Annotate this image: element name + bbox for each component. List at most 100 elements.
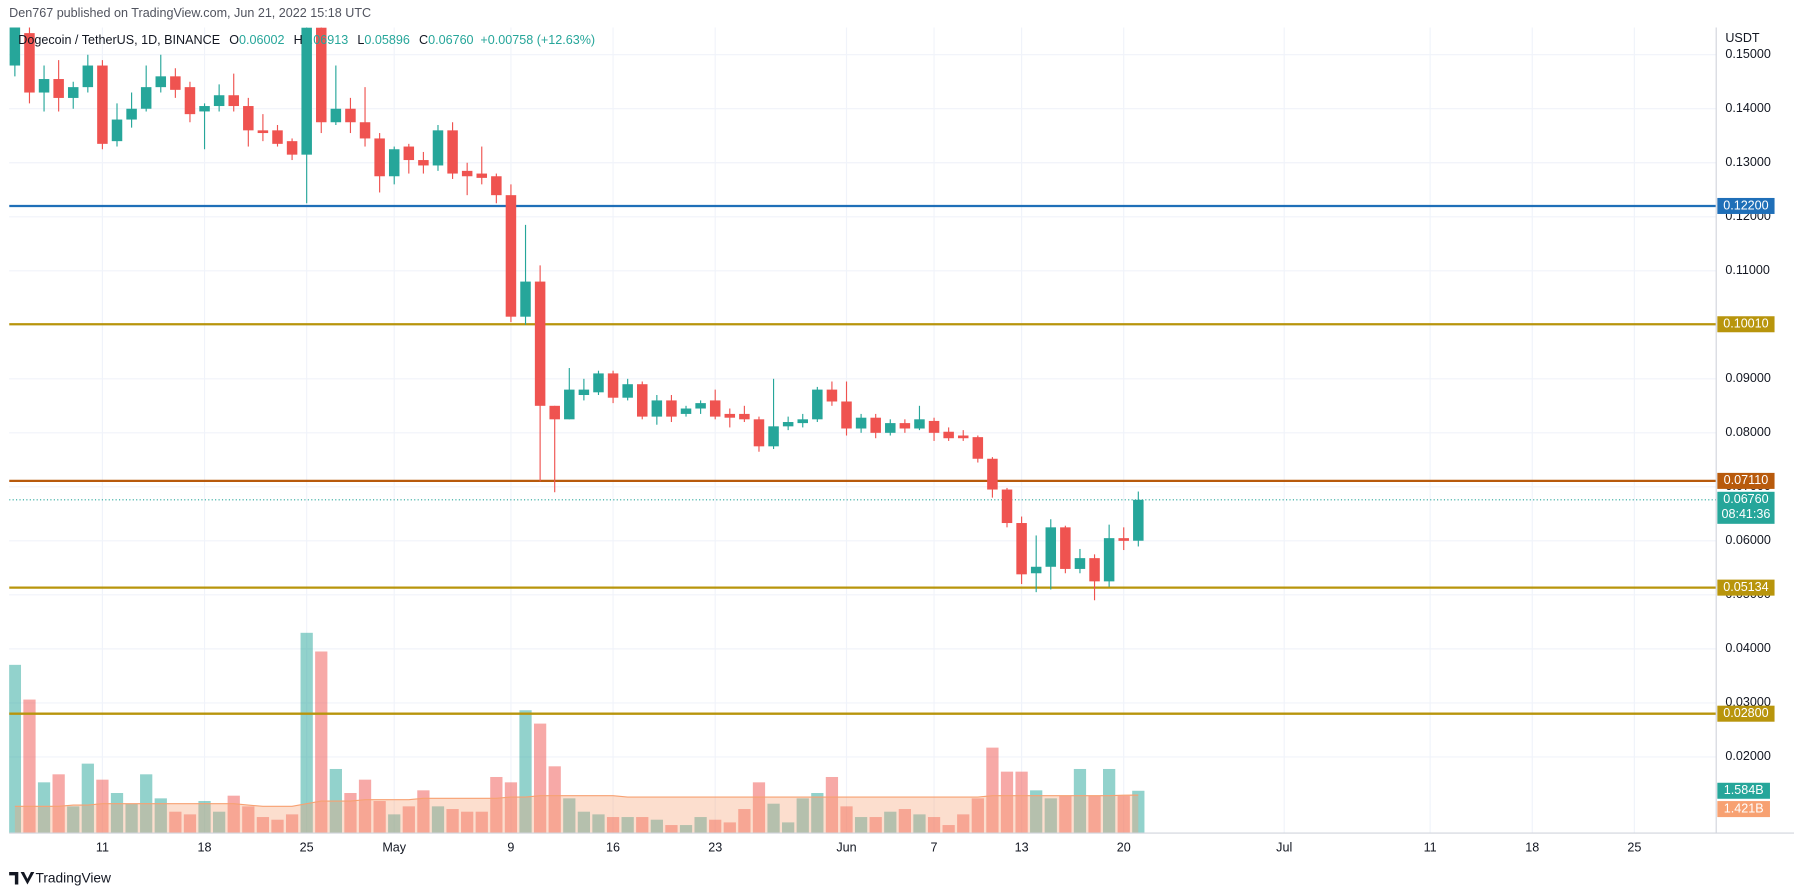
volume-bar: [533, 723, 547, 834]
volume-bar: [957, 814, 970, 834]
candle-body: [388, 149, 400, 177]
level-label-box: [1717, 705, 1775, 722]
y-tick-label: 0.11000: [1725, 263, 1770, 277]
candle-body: [564, 389, 575, 420]
candle-body: [184, 87, 196, 115]
volume-bar: [23, 699, 36, 834]
volume-bar: [636, 817, 649, 834]
candle-body: [1133, 499, 1144, 541]
candle-body: [870, 417, 881, 433]
volume-bar: [285, 814, 299, 834]
volume-bar: [650, 819, 663, 834]
volume-bar: [431, 806, 445, 834]
candle-body: [9, 27, 21, 66]
volume-bar: [665, 825, 678, 834]
volume-bar: [388, 814, 401, 834]
candle-body: [914, 419, 925, 429]
price-axis-panel: [1716, 27, 1794, 852]
candle-body: [228, 95, 239, 107]
volume-bar: [256, 817, 270, 834]
volume-bar: [242, 806, 255, 834]
candle-body: [812, 389, 823, 420]
axis-unit: USDT: [1725, 31, 1760, 45]
candle-body: [578, 389, 590, 396]
candle-body: [140, 87, 152, 109]
candle-body: [301, 27, 312, 155]
candle-body: [987, 458, 998, 490]
x-tick-label: 18: [1525, 840, 1539, 854]
volume-bar: [1000, 771, 1014, 834]
y-tick-label: 0.09000: [1725, 371, 1770, 385]
x-tick-label: 13: [1015, 840, 1029, 854]
candle-body: [316, 27, 327, 123]
candle-body: [447, 130, 458, 174]
volume-bar: [110, 793, 124, 834]
candle-body: [709, 400, 721, 417]
volume-bar: [300, 632, 313, 834]
level-label-box: [1717, 197, 1775, 214]
x-tick-label: 7: [931, 840, 938, 854]
volume-label-box: [1717, 801, 1770, 818]
candle-body: [53, 79, 64, 98]
candle-body: [257, 130, 269, 134]
legend-value: 0.06002: [239, 34, 284, 48]
levels: [9, 204, 1717, 715]
volume-bar: [811, 793, 824, 834]
volume-bar: [577, 811, 591, 834]
level-label: 0.12200: [1723, 198, 1768, 212]
x-tick-label: 18: [198, 840, 212, 854]
candle-body: [797, 419, 808, 424]
candle-body: [1074, 558, 1086, 569]
x-tick-label: 23: [708, 840, 722, 854]
last-price-label: 0.06760: [1723, 492, 1768, 506]
level-label-box: [1717, 472, 1775, 489]
x-tick-label: 9: [507, 840, 514, 854]
y-tick-label: 0.14000: [1725, 101, 1770, 115]
candle-body: [111, 119, 123, 142]
volume-bar: [213, 811, 226, 834]
symbol: Dogecoin / TetherUS, 1D, BINANCE: [18, 34, 220, 48]
candle-body: [24, 33, 35, 93]
candle-body: [739, 413, 750, 420]
volume-bar: [461, 811, 474, 834]
candle-body: [520, 281, 531, 317]
candle-body: [1060, 527, 1071, 569]
candle-body: [286, 141, 298, 155]
volume-ma-area: [14, 795, 1139, 834]
candle-body: [97, 65, 108, 144]
volume-bar: [154, 798, 167, 834]
candle-body: [330, 108, 342, 123]
candle-body: [753, 419, 765, 447]
candle-body: [272, 130, 283, 144]
axes: 0.150000.140000.130000.120000.110000.100…: [96, 47, 1775, 854]
volume-bar: [898, 809, 911, 834]
volume-bar: [869, 817, 882, 834]
legend-key: L: [357, 34, 364, 48]
volume-bar: [37, 782, 51, 834]
legend-value: 0.06913: [303, 34, 348, 48]
logo-icon: [9, 871, 35, 885]
candle-body: [928, 420, 940, 433]
last-price-box: [1717, 491, 1775, 524]
y-tick-label: 0.02000: [1725, 749, 1770, 763]
x-tick-label: 11: [96, 840, 109, 854]
level-label: 0.10010: [1723, 317, 1768, 331]
level-label: 0.05134: [1723, 580, 1768, 594]
candle-body: [359, 122, 371, 139]
x-tick-label: Jul: [1276, 840, 1292, 854]
candle-body: [67, 87, 79, 98]
candle-body: [1089, 558, 1100, 582]
candle-body: [972, 437, 984, 459]
volume-bar: [694, 817, 707, 834]
volume-bar: [1132, 790, 1145, 834]
volume-bar: [854, 817, 868, 834]
legend-value: 0.06760: [428, 34, 473, 48]
volume-bar: [315, 651, 328, 834]
candle-body: [957, 435, 969, 439]
volume-bar: [125, 803, 138, 834]
volume-bar: [198, 801, 211, 834]
volume-label-box: [1717, 782, 1770, 799]
volume-bar: [1117, 795, 1130, 834]
candle-body: [549, 405, 560, 420]
volume-bar: [373, 801, 386, 834]
